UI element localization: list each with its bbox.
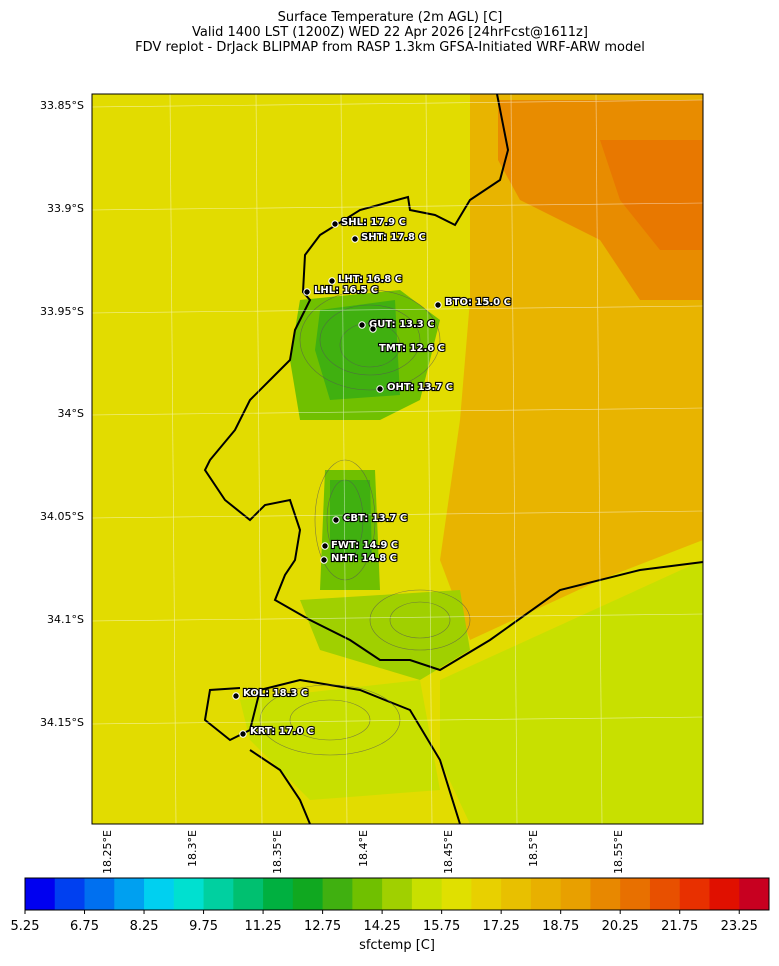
colorbar-segment [25,878,56,910]
title-line: Surface Temperature (2m AGL) [C] [278,10,503,25]
colorbar-tick-label: 11.25 [244,919,281,934]
colorbar-segment [411,878,443,910]
colorbar-segment [352,878,383,910]
colorbar-segment [84,878,115,910]
colorbar-segment [441,878,472,910]
station-dot [369,325,377,333]
station-label: KOL: 18.3 C [243,688,308,699]
lat-label: 33.85°S [40,99,84,112]
station-dot [320,556,328,564]
colorbar-segment [382,878,413,910]
station-dot [351,235,359,243]
station-dot [332,516,340,524]
colorbar-tick-label: 17.25 [483,919,520,934]
colorbar-tick-label: 20.25 [602,919,639,934]
colorbar-tick-label: 23.25 [721,919,758,934]
map [91,93,704,825]
colorbar-segment [739,878,770,910]
colorbar-segment [203,878,234,910]
station-dot [376,385,384,393]
colorbar-tick-label: 18.75 [542,919,579,934]
colorbar-segment [233,878,264,910]
station-dot [303,288,311,296]
title-line: FDV replot - DrJack BLIPMAP from RASP 1.… [135,40,645,55]
title-line: Valid 1400 LST (1200Z) WED 22 Apr 2026 [… [192,25,588,40]
station-label: TMT: 12.6 C [379,343,445,354]
colorbar-segment [263,878,294,910]
colorbar-frame [24,877,770,911]
colorbar-segment [114,878,145,910]
colorbar-tick-label: 21.75 [661,919,698,934]
lon-label: 18.4°E [357,830,370,867]
colorbar-segment [649,878,681,910]
colorbar-segment [590,878,621,910]
lat-label: 34.1°S [47,613,84,626]
colorbar-segment [501,878,532,910]
station-label: BTO: 15.0 C [445,297,511,308]
lon-label: 18.25°E [101,830,114,874]
station-dot [321,542,329,550]
colorbar-segment [292,878,324,910]
colorbar-segment [471,878,502,910]
colorbar-segment [144,878,175,910]
colorbar-tick-label: 15.75 [423,919,460,934]
lat-label: 33.95°S [40,305,84,318]
colorbar-tick-label: 14.25 [364,919,401,934]
lon-label: 18.5°E [527,830,540,867]
lon-label: 18.55°E [612,830,625,874]
station-label: SHT: 17.8 C [361,232,426,243]
station-label: LHT: 16.8 C [338,274,402,285]
lon-label: 18.3°E [186,830,199,867]
colorbar-segment [620,878,651,910]
station-label: FWT: 14.9 C [331,540,398,551]
station-label: SHL: 17.9 C [341,217,406,228]
colorbar-tick-label: 8.25 [130,919,159,934]
station-dot [358,321,366,329]
colorbar-segment [560,878,591,910]
station-label: OHT: 13.7 C [387,382,453,393]
lon-label: 18.35°E [271,830,284,874]
colorbar-segment [173,878,205,910]
station-label: NHT: 14.8 C [331,553,397,564]
colorbar-tick-label: 6.75 [70,919,99,934]
colorbar-tick-label: 12.75 [304,919,341,934]
lat-label: 34.05°S [40,510,84,523]
colorbar-tick-label: 5.25 [11,919,40,934]
station-label: GUT: 13.3 C [369,319,435,330]
station-label: CBT: 13.7 C [343,513,407,524]
station-label: LHL: 16.5 C [314,285,378,296]
station-dot [232,692,240,700]
colorbar-segment [679,878,710,910]
colorbar-label: sfctemp [C] [359,938,435,953]
station-label: KRT: 17.0 C [250,726,314,737]
colorbar-segment [709,878,740,910]
colorbar-segment [530,878,562,910]
colorbar-segment [322,878,353,910]
lat-label: 33.9°S [47,202,84,215]
station-dot [331,220,339,228]
lat-label: 34.15°S [40,716,84,729]
station-dot [434,301,442,309]
colorbar-tick-label: 9.75 [189,919,218,934]
lat-label: 34°S [58,407,84,420]
lon-label: 18.45°E [442,830,455,874]
station-dot [239,730,247,738]
station-dot [328,277,336,285]
colorbar-segment [54,878,86,910]
